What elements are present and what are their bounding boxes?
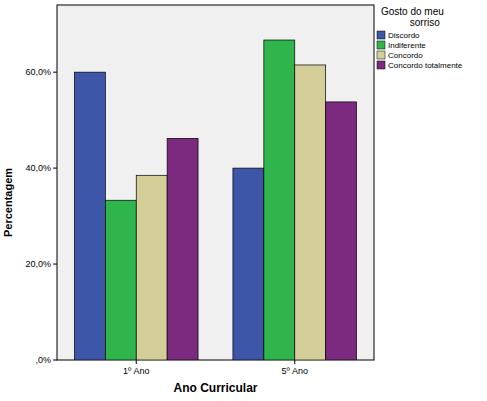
legend-label: Discordo: [388, 31, 420, 40]
bar: [233, 168, 264, 360]
bar: [326, 102, 357, 360]
chart-container: ,0% 20,0% 40,0% 60,0% 1º Ano 5º Ano Ano Curric…: [0, 0, 487, 401]
bar: [136, 175, 167, 360]
x-tick: [294, 360, 295, 364]
bar: [74, 72, 105, 360]
legend-title: Gosto do meu sorriso: [381, 6, 444, 28]
bar: [105, 200, 136, 360]
bars: [74, 40, 356, 360]
y-tick-label: 40,0%: [25, 163, 51, 173]
y-tick: [53, 168, 57, 169]
y-tick-label: 60,0%: [25, 67, 51, 77]
y-tick-label: 20,0%: [25, 259, 51, 269]
y-tick: [53, 264, 57, 265]
x-tick-label: 1º Ano: [123, 366, 149, 376]
chart-svg: ,0% 20,0% 40,0% 60,0% 1º Ano 5º Ano Ano Curric…: [0, 0, 487, 401]
legend-label: Concordo totalmente: [388, 61, 463, 70]
legend-label: Indiferente: [388, 41, 426, 50]
x-axis-title: Ano Curricular: [173, 381, 257, 395]
legend-label: Concordo: [388, 51, 423, 60]
y-axis-title: Percentagem: [2, 168, 14, 237]
legend-swatch: [377, 41, 385, 49]
y-tick-label: ,0%: [35, 355, 51, 365]
legend-swatch: [377, 51, 385, 59]
legend-swatch: [377, 61, 385, 69]
bar: [264, 40, 295, 360]
bar: [167, 138, 198, 360]
y-tick: [53, 360, 57, 361]
bar: [295, 65, 326, 360]
x-tick-label: 5º Ano: [282, 366, 308, 376]
legend-swatch: [377, 31, 385, 39]
x-tick: [136, 360, 137, 364]
plot-area: [57, 5, 374, 360]
y-tick: [53, 72, 57, 73]
